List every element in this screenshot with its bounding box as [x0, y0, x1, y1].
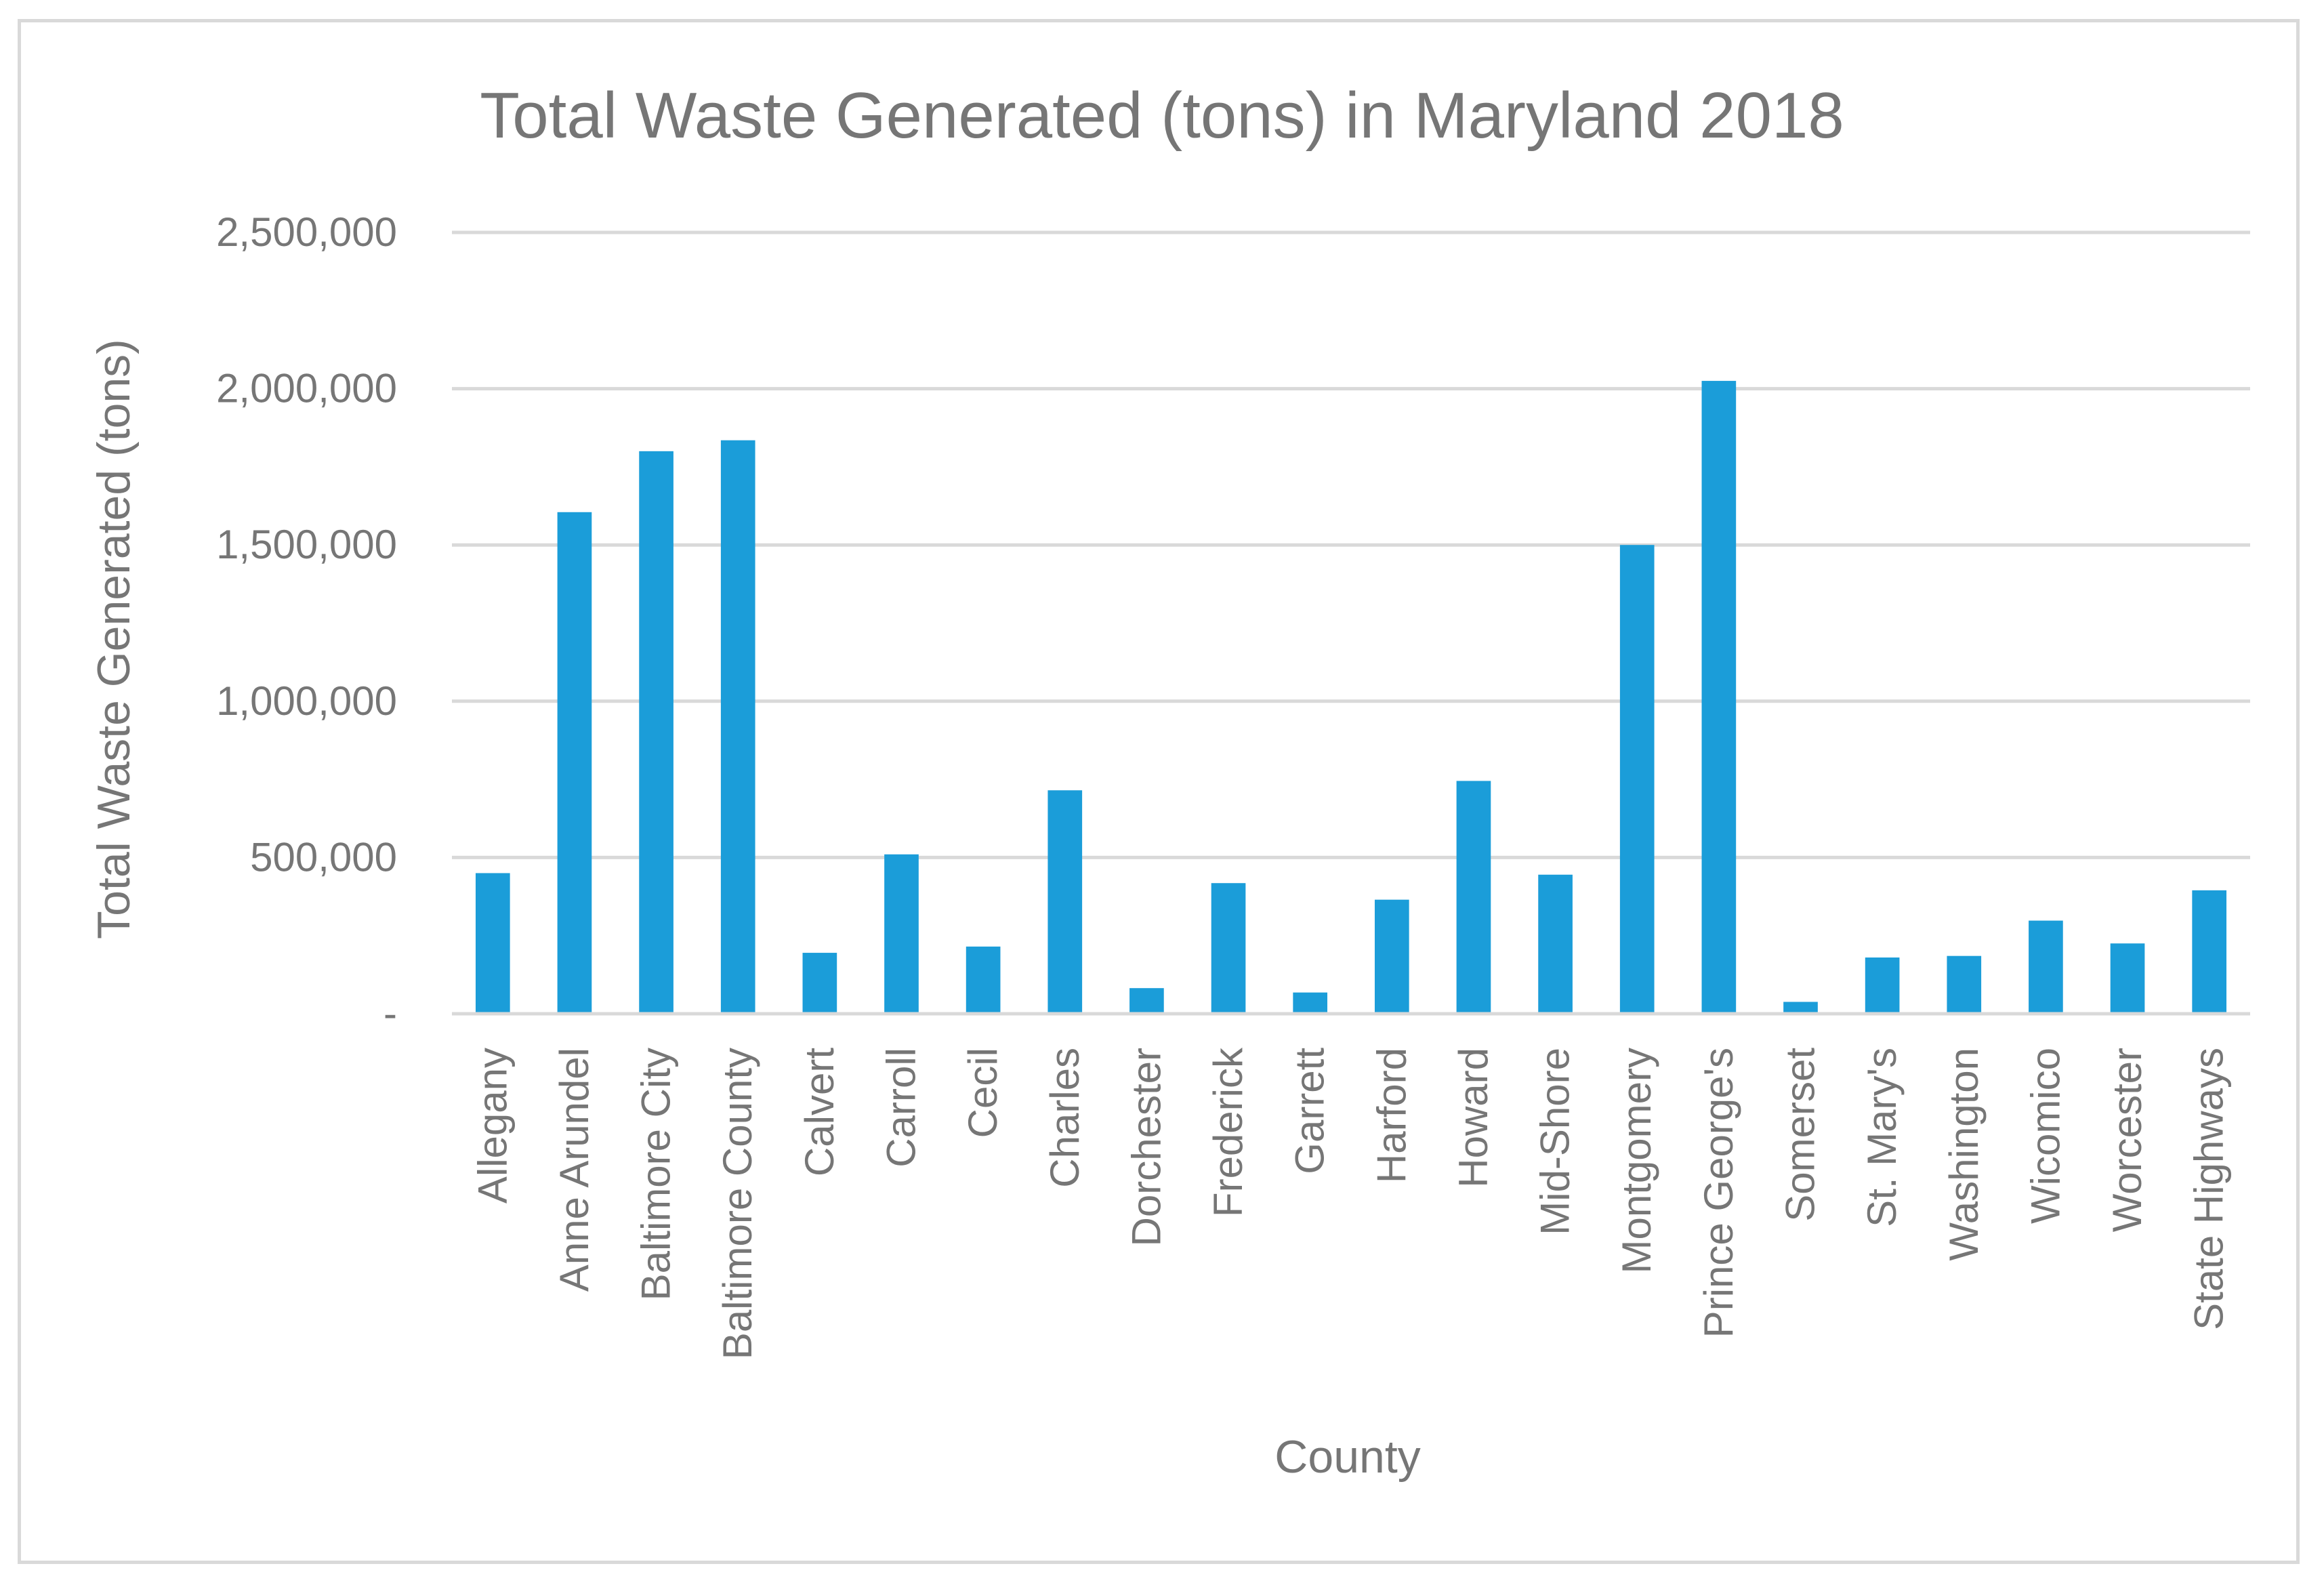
- y-axis-tick-labels: - 500,000 1,000,000 1,500,000 2,000,000 2,500…: [216, 209, 397, 1036]
- category-label: Prince George's: [1696, 1048, 1741, 1338]
- category-label: Garrett: [1287, 1048, 1333, 1174]
- bar-montgomery: [1619, 545, 1655, 1014]
- category-label: Washington: [1941, 1048, 1987, 1261]
- category-label: Charles: [1042, 1048, 1087, 1188]
- category-label: State Highways: [2186, 1048, 2232, 1330]
- bar-charles: [1047, 790, 1083, 1014]
- category-label: Allegany: [470, 1048, 515, 1203]
- bar-dorchester: [1129, 988, 1164, 1014]
- bar-mid-shore: [1538, 874, 1573, 1014]
- y-tick-label: -: [383, 991, 397, 1036]
- category-label: Baltimore City: [634, 1048, 679, 1300]
- x-axis-category-labels: Allegany Anne Arundel Baltimore City Baltim…: [470, 1047, 2231, 1359]
- y-axis-title: Total Waste Generated (tons): [88, 339, 140, 939]
- bar-calvert: [802, 953, 837, 1014]
- bar-garrett: [1293, 992, 1328, 1014]
- y-tick-label: 2,000,000: [216, 366, 397, 411]
- category-label: Dorchester: [1123, 1048, 1169, 1246]
- bar-prince-george-s: [1701, 381, 1737, 1014]
- bar-chart: Total Waste Generated (tons) in Maryland…: [88, 79, 2250, 1483]
- bar-baltimore-county: [720, 440, 755, 1014]
- category-label: Cecil: [960, 1048, 1005, 1138]
- y-tick-label: 500,000: [250, 834, 397, 880]
- chart-frame: Total Waste Generated (tons) in Maryland…: [18, 19, 2300, 1564]
- chart-title: Total Waste Generated (tons) in Maryland…: [480, 79, 1844, 152]
- category-label: Baltimore County: [715, 1048, 760, 1359]
- y-tick-label: 1,500,000: [216, 522, 397, 567]
- bar-state-highways: [2192, 890, 2227, 1014]
- bar-cecil: [966, 946, 1001, 1014]
- bar-carroll: [884, 854, 919, 1014]
- y-tick-label: 2,500,000: [216, 209, 397, 255]
- y-tick-label: 1,000,000: [216, 678, 397, 724]
- category-label: Somerset: [1778, 1048, 1823, 1222]
- bars: [475, 381, 2227, 1014]
- bar-allegany: [475, 873, 510, 1014]
- category-label: Anne Arundel: [552, 1048, 597, 1292]
- category-label: Harford: [1369, 1048, 1414, 1183]
- category-label: Worcester: [2104, 1048, 2150, 1232]
- category-label: Frederick: [1205, 1047, 1251, 1217]
- bar-somerset: [1783, 1002, 1818, 1014]
- category-label: Calvert: [797, 1048, 842, 1176]
- category-label: Mid-Shore: [1533, 1048, 1578, 1235]
- bar-frederick: [1211, 883, 1246, 1014]
- x-axis-title: County: [1274, 1431, 1420, 1483]
- category-label: St. Mary's: [1859, 1048, 1905, 1227]
- category-label: Montgomery: [1614, 1048, 1659, 1273]
- category-label: Carroll: [879, 1048, 924, 1168]
- bar-st-mary-s: [1865, 957, 1900, 1014]
- bar-washington: [1947, 955, 1982, 1014]
- category-label: Howard: [1451, 1048, 1496, 1188]
- category-label: Wicomico: [2022, 1048, 2068, 1224]
- bar-worcester: [2110, 943, 2145, 1014]
- bar-howard: [1456, 781, 1491, 1014]
- bar-baltimore-city: [639, 451, 673, 1014]
- bar-anne-arundel: [557, 512, 592, 1014]
- bar-wicomico: [2029, 920, 2063, 1014]
- bar-harford: [1374, 899, 1409, 1014]
